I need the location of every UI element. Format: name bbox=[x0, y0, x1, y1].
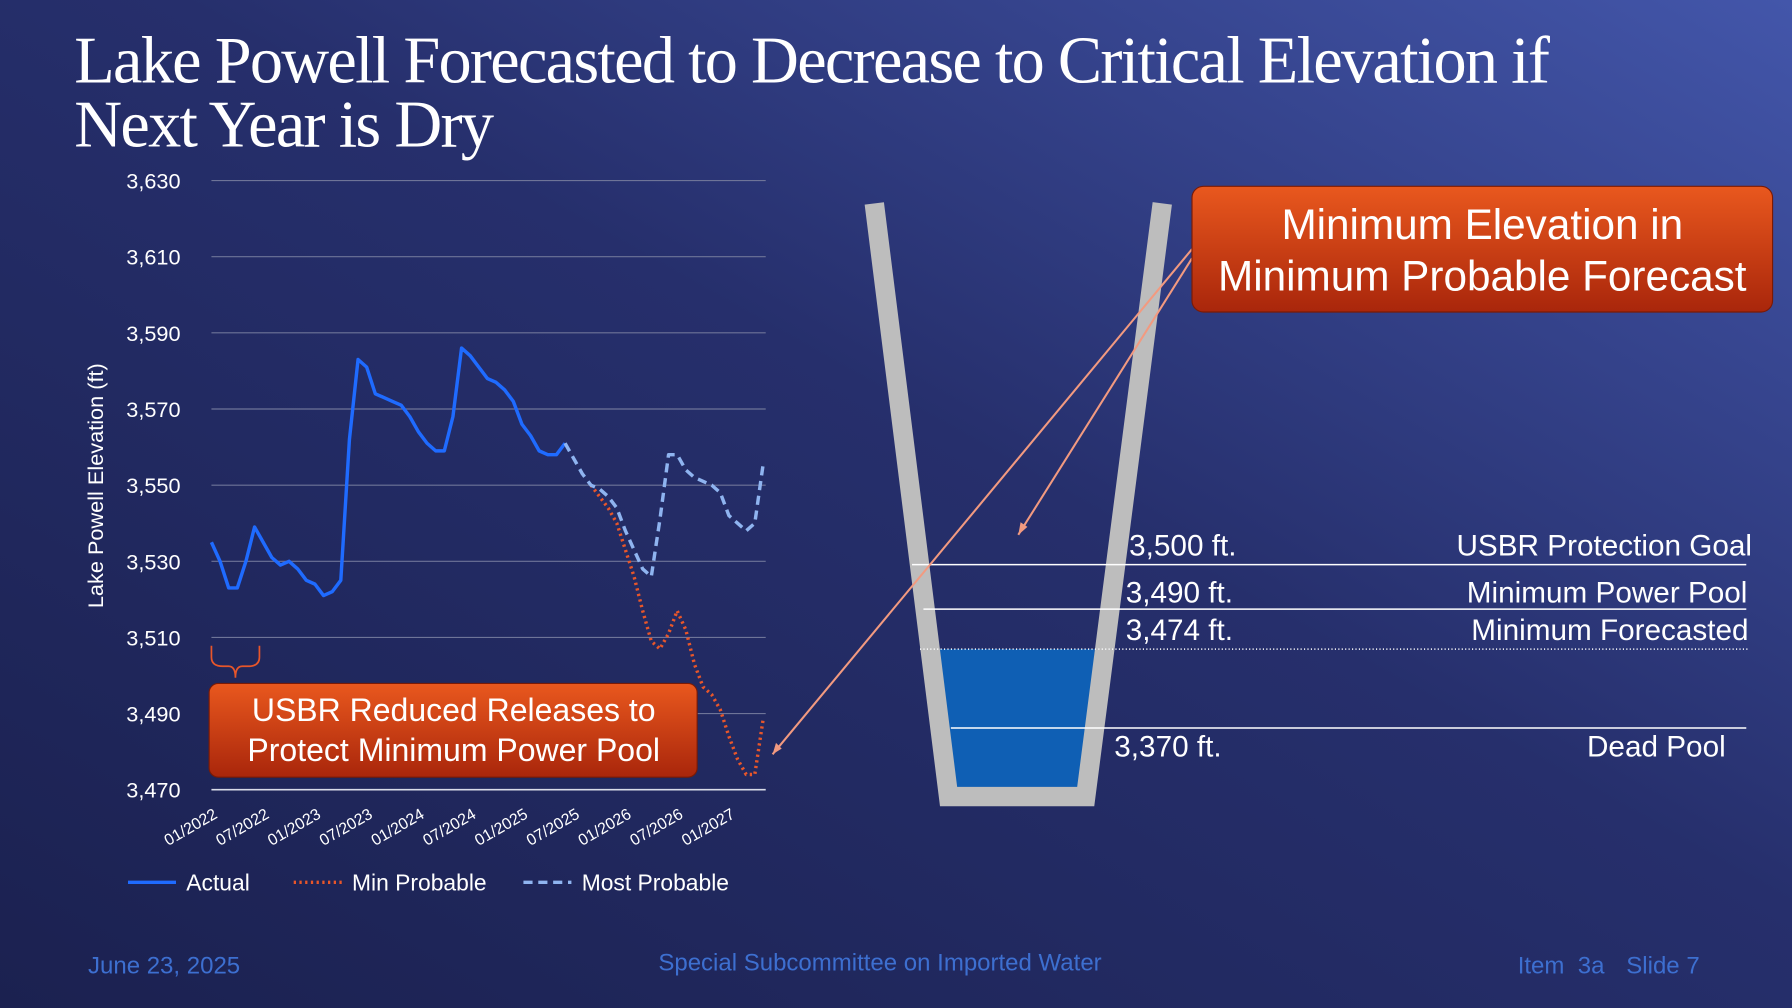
callout-text: USBR Reduced Releases to bbox=[252, 692, 656, 728]
y-tick-label: 3,510 bbox=[126, 625, 180, 650]
arrowhead bbox=[772, 742, 782, 755]
level-name: Minimum Power Pool bbox=[1467, 576, 1748, 609]
arrow bbox=[1017, 257, 1193, 536]
callout-text: Minimum Probable Forecast bbox=[1218, 252, 1747, 299]
series-line bbox=[209, 346, 567, 598]
footer-date: June 23, 2025 bbox=[88, 953, 240, 980]
brace bbox=[210, 645, 261, 678]
legend-label: Min Probable bbox=[352, 869, 487, 895]
callout-box bbox=[1191, 185, 1774, 313]
level-elevation: 3,370 ft. bbox=[1114, 731, 1221, 764]
series-line bbox=[563, 442, 766, 579]
glass bbox=[864, 202, 1172, 807]
footer-meeting: Special Subcommittee on Imported Water bbox=[658, 949, 1101, 976]
level-name: USBR Protection Goal bbox=[1456, 529, 1752, 562]
callout-text: Protect Minimum Power Pool bbox=[247, 732, 660, 768]
callout-text: Minimum Elevation in bbox=[1281, 201, 1683, 248]
y-tick-label: 3,530 bbox=[126, 549, 180, 574]
level-name: Dead Pool bbox=[1587, 731, 1726, 764]
y-tick-label: 3,610 bbox=[126, 245, 180, 270]
level-elevation: 3,474 ft. bbox=[1126, 614, 1233, 647]
y-tick-label: 3,570 bbox=[126, 397, 180, 422]
y-tick-label: 3,630 bbox=[126, 169, 180, 194]
footer-slide: Slide 7 bbox=[1626, 953, 1699, 980]
legend-label: Most Probable bbox=[582, 869, 729, 895]
title: Next Year is Dry bbox=[74, 88, 494, 161]
y-tick-label: 3,470 bbox=[126, 778, 180, 803]
legend-label: Actual bbox=[186, 869, 250, 895]
title: Lake Powell Forecasted to Decrease to Cr… bbox=[74, 24, 1551, 97]
y-tick-label: 3,590 bbox=[126, 321, 180, 346]
y-tick-label: 3,490 bbox=[126, 702, 180, 727]
level-name: Minimum Forecasted bbox=[1471, 614, 1748, 647]
y-tick-label: 3,550 bbox=[126, 473, 180, 498]
y-axis-label: Lake Powell Elevation (ft) bbox=[83, 363, 108, 608]
arrowhead bbox=[1018, 522, 1028, 535]
callout-box bbox=[208, 682, 698, 778]
footer-item: Item 3a bbox=[1518, 953, 1605, 980]
level-elevation: 3,490 ft. bbox=[1126, 576, 1233, 609]
arrow bbox=[771, 248, 1193, 755]
level-elevation: 3,500 ft. bbox=[1129, 529, 1236, 562]
water bbox=[923, 649, 1095, 789]
